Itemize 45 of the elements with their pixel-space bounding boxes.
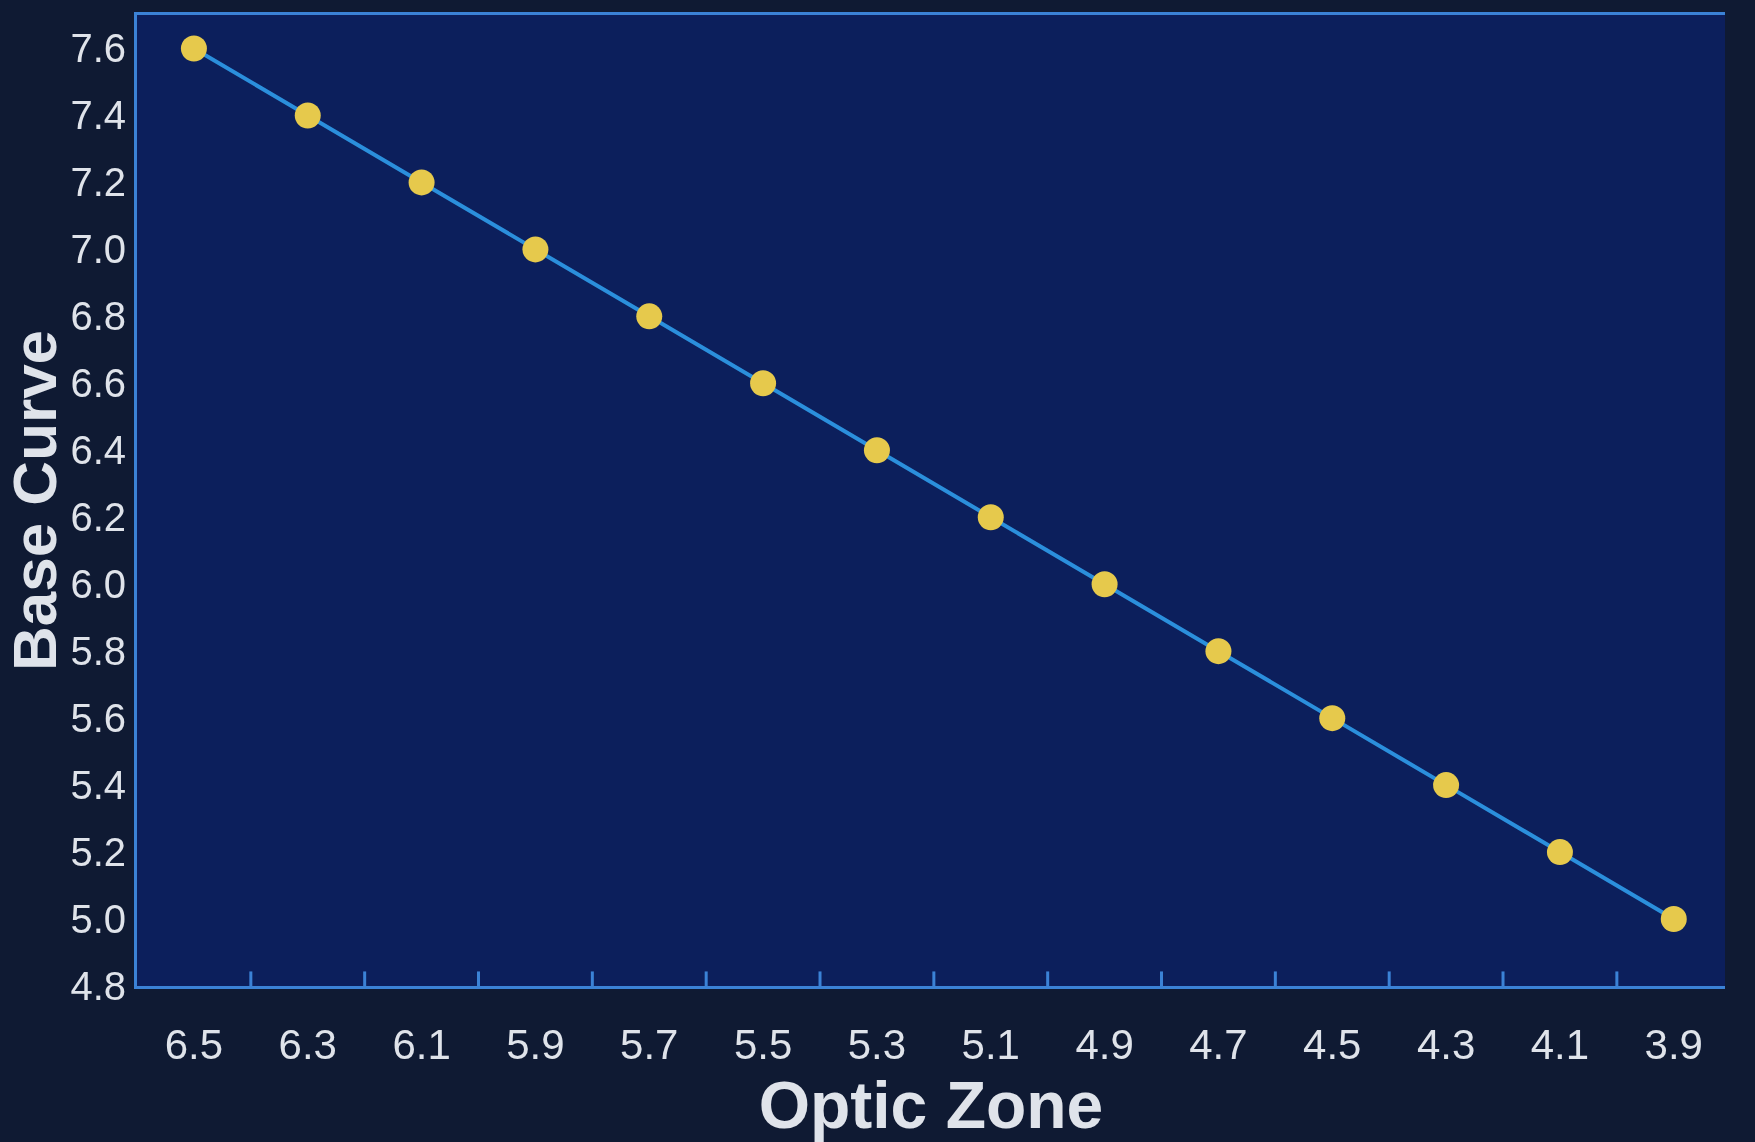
y-tick-label: 5.2 [70, 830, 126, 875]
y-tick-label: 6.8 [70, 294, 126, 339]
x-tick-label: 4.5 [1303, 1021, 1362, 1069]
point [180, 35, 207, 62]
y-tick-label: 6.4 [70, 428, 126, 473]
y-tick-label: 6.6 [70, 361, 126, 406]
point [1660, 906, 1687, 933]
y-tick-label: 7.6 [70, 26, 126, 71]
y-tick-label: 5.0 [70, 897, 126, 942]
y-tick-label: 7.4 [70, 93, 126, 138]
x-tick-label: 4.1 [1530, 1021, 1590, 1069]
x-tick-label: 4.7 [1189, 1021, 1248, 1069]
x-axis-title: Optic Zone [758, 1068, 1104, 1142]
x-tick-label: 4.9 [1075, 1021, 1134, 1069]
x-tick-label: 6.1 [392, 1021, 451, 1069]
y-axis-title: Base Curve [0, 329, 69, 672]
point [636, 303, 663, 330]
point [522, 236, 549, 263]
x-tick-label: 5.9 [506, 1021, 565, 1069]
y-tick-label: 7.2 [70, 160, 126, 205]
x-tick-label: 4.3 [1416, 1021, 1476, 1069]
point [408, 169, 435, 196]
point [1319, 705, 1346, 732]
y-tick-label: 4.8 [70, 964, 126, 1008]
point [1546, 839, 1573, 866]
x-tick-label: 5.1 [961, 1021, 1020, 1069]
point [750, 370, 777, 397]
point [863, 437, 890, 464]
point [294, 102, 321, 129]
x-tick-label: 5.7 [620, 1021, 679, 1069]
y-tick-label: 6.2 [70, 495, 126, 540]
x-tick-label: 5.3 [847, 1021, 907, 1069]
x-tick-label: 6.5 [164, 1021, 224, 1069]
y-tick-label: 5.4 [70, 763, 126, 808]
y-tick-label: 7.0 [70, 227, 126, 272]
y-tick-label: 6.0 [70, 562, 126, 607]
y-tick-label: 5.6 [70, 696, 126, 741]
x-tick-label: 3.9 [1644, 1021, 1703, 1069]
x-tick-label: 5.5 [733, 1021, 793, 1069]
point [1091, 571, 1118, 598]
x-tick-label: 6.3 [278, 1021, 337, 1069]
point [977, 504, 1004, 531]
point [1205, 638, 1232, 665]
y-tick-label: 5.8 [70, 629, 126, 674]
point [1433, 772, 1460, 799]
